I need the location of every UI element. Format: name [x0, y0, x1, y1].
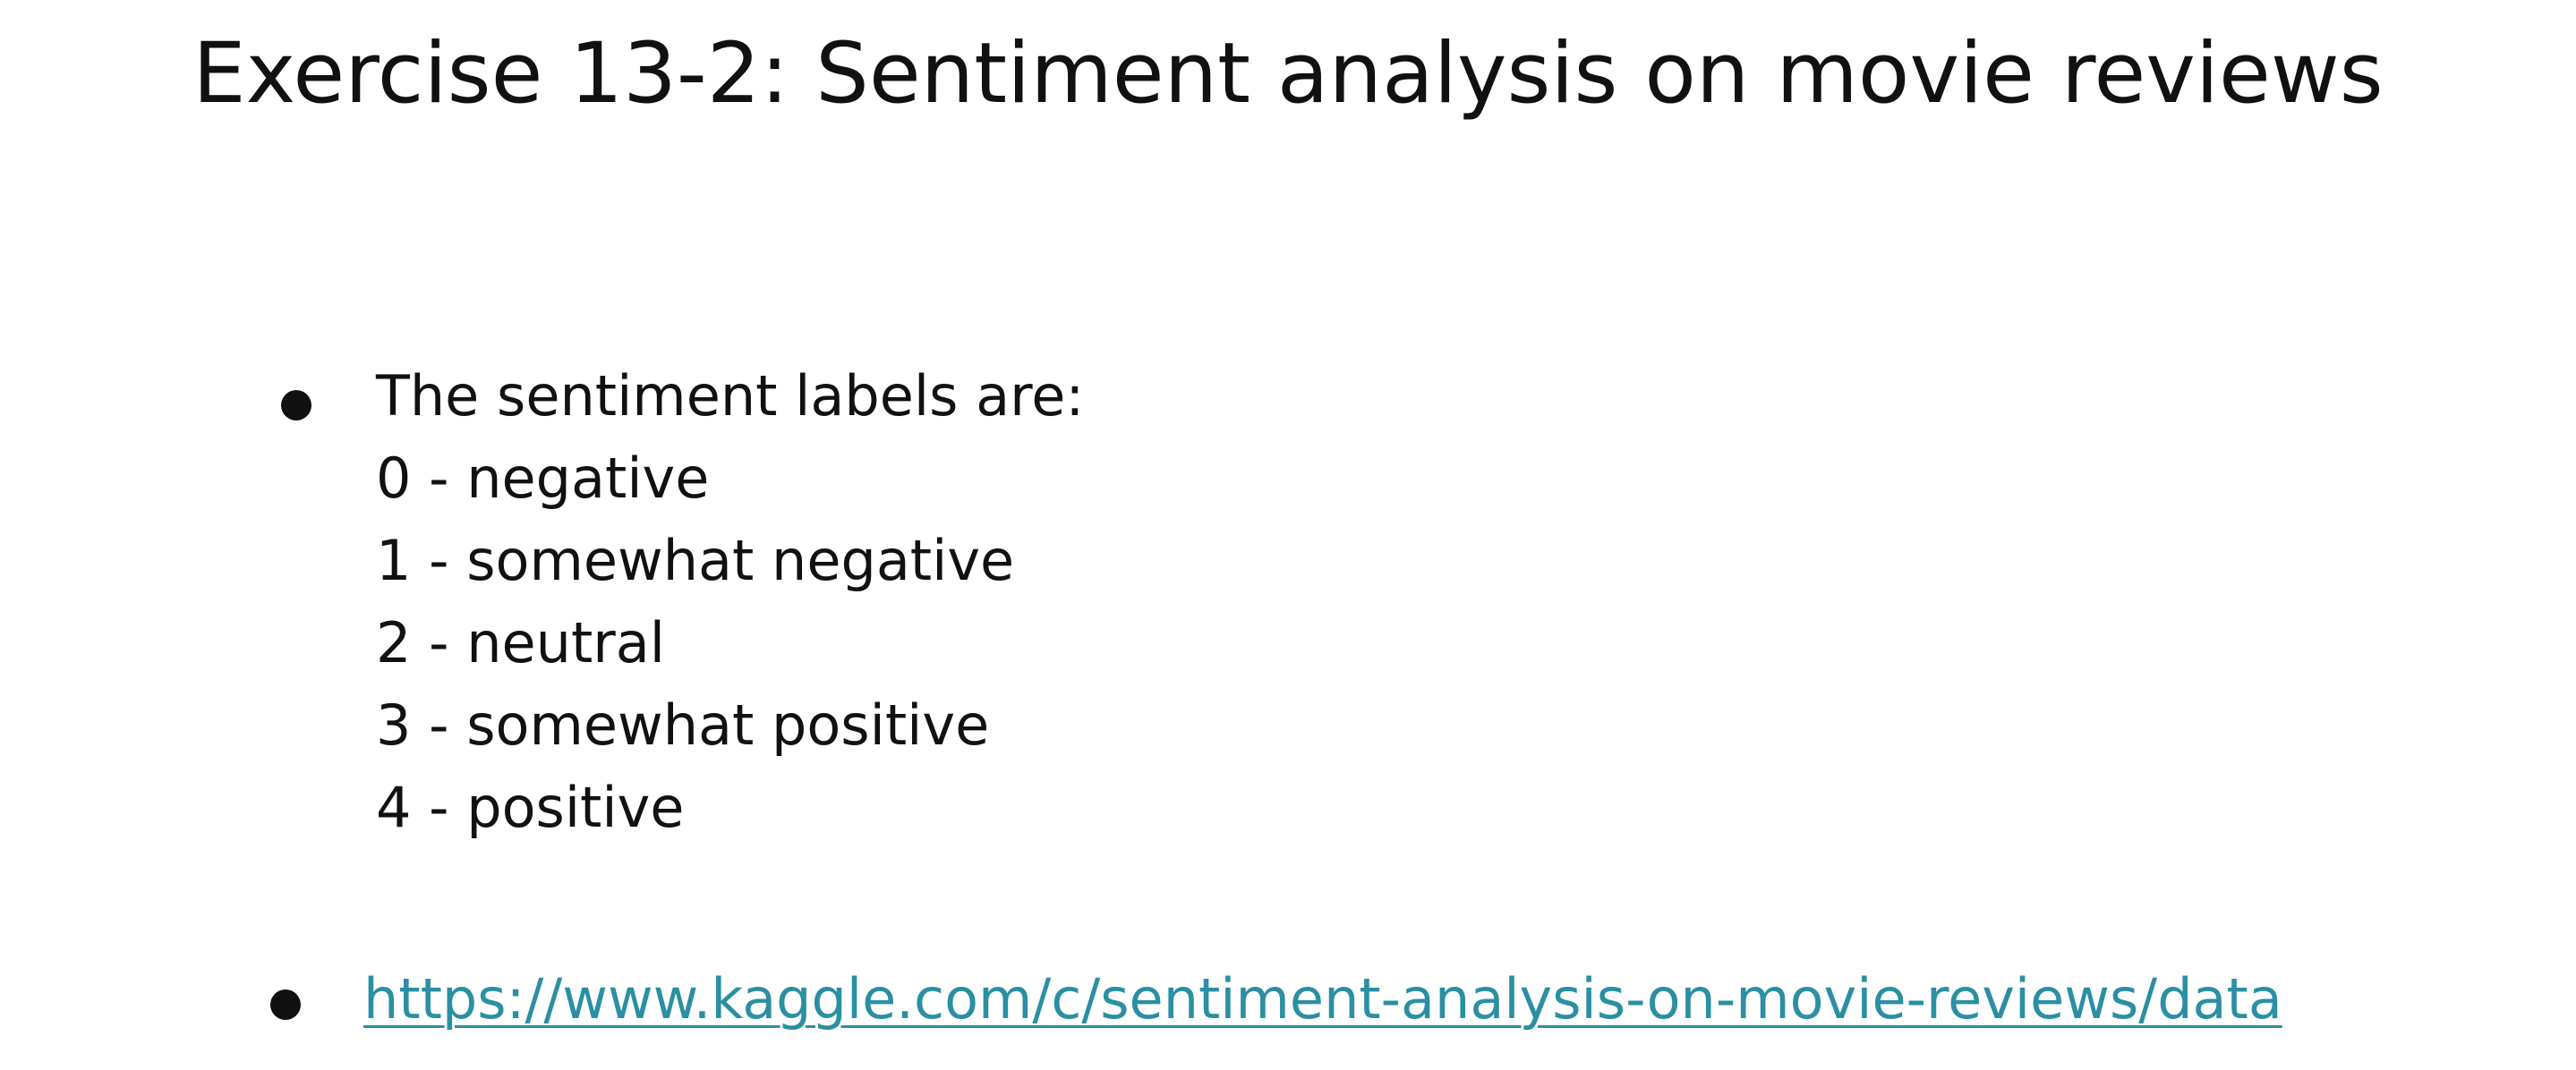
label-item-3: 3 - somewhat positive: [376, 692, 990, 758]
bullet-text: https://www.kaggle.com/c/sentiment-analy…: [363, 958, 2282, 1040]
slide-title: Exercise 13-2: Sentiment analysis on mov…: [192, 25, 2384, 123]
label-item-2: 2 - neutral: [376, 610, 665, 675]
bullet-heading: The sentiment labels are:: [376, 363, 1085, 429]
bullet-dot-icon: [270, 989, 301, 1020]
label-item-0: 0 - negative: [376, 446, 710, 511]
kaggle-dataset-link[interactable]: https://www.kaggle.com/c/sentiment-analy…: [363, 966, 2282, 1032]
label-item-4: 4 - positive: [376, 775, 685, 840]
bullet-dot-icon: [281, 390, 311, 420]
label-item-1: 1 - somewhat negative: [376, 528, 1015, 593]
bullet-text: The sentiment labels are: 0 - negative 1…: [376, 355, 1084, 849]
